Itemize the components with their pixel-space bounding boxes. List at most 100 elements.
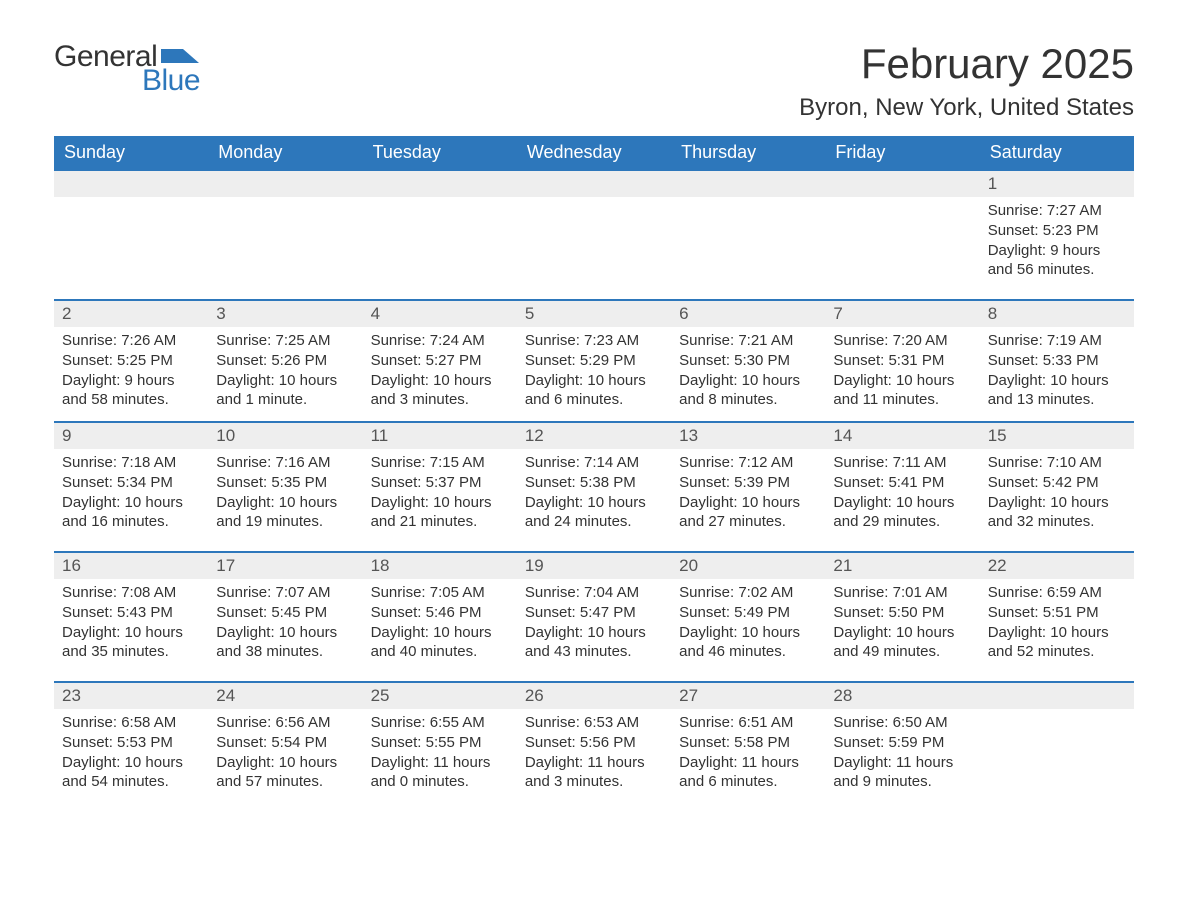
calendar-day-cell: 7Sunrise: 7:20 AMSunset: 5:31 PMDaylight… [825,301,979,421]
day-sunrise-text: Sunrise: 6:55 AM [371,713,509,733]
empty-day-bar [671,171,825,197]
day-details: Sunrise: 7:12 AMSunset: 5:39 PMDaylight:… [671,449,825,538]
day-sunset-text: Sunset: 5:49 PM [679,603,817,623]
day-sunset-text: Sunset: 5:53 PM [62,733,200,753]
calendar-day-cell: 1Sunrise: 7:27 AMSunset: 5:23 PMDaylight… [980,171,1134,299]
calendar-day-cell: 28Sunrise: 6:50 AMSunset: 5:59 PMDayligh… [825,683,979,811]
day-day1-text: Daylight: 10 hours [679,493,817,513]
day-details: Sunrise: 6:55 AMSunset: 5:55 PMDaylight:… [363,709,517,798]
day-day1-text: Daylight: 10 hours [525,493,663,513]
weekday-header: Tuesday [363,136,517,169]
day-sunset-text: Sunset: 5:38 PM [525,473,663,493]
day-number: 26 [517,683,671,709]
day-sunrise-text: Sunrise: 7:05 AM [371,583,509,603]
day-details: Sunrise: 7:04 AMSunset: 5:47 PMDaylight:… [517,579,671,668]
day-day1-text: Daylight: 10 hours [833,493,971,513]
day-day1-text: Daylight: 11 hours [679,753,817,773]
calendar-day-cell: 13Sunrise: 7:12 AMSunset: 5:39 PMDayligh… [671,423,825,551]
day-number: 24 [208,683,362,709]
day-sunrise-text: Sunrise: 7:19 AM [988,331,1126,351]
day-day1-text: Daylight: 10 hours [988,623,1126,643]
day-number: 4 [363,301,517,327]
logo: General Blue [54,40,200,98]
day-details: Sunrise: 7:11 AMSunset: 5:41 PMDaylight:… [825,449,979,538]
day-number: 11 [363,423,517,449]
day-number: 5 [517,301,671,327]
calendar-day-cell: 11Sunrise: 7:15 AMSunset: 5:37 PMDayligh… [363,423,517,551]
calendar-week: 1Sunrise: 7:27 AMSunset: 5:23 PMDaylight… [54,169,1134,299]
day-number: 12 [517,423,671,449]
day-sunrise-text: Sunrise: 7:23 AM [525,331,663,351]
day-number: 23 [54,683,208,709]
calendar-day-cell: 25Sunrise: 6:55 AMSunset: 5:55 PMDayligh… [363,683,517,811]
day-sunset-text: Sunset: 5:46 PM [371,603,509,623]
day-sunset-text: Sunset: 5:58 PM [679,733,817,753]
day-day1-text: Daylight: 10 hours [988,371,1126,391]
calendar-day-cell: 26Sunrise: 6:53 AMSunset: 5:56 PMDayligh… [517,683,671,811]
day-sunrise-text: Sunrise: 7:25 AM [216,331,354,351]
calendar-day-cell: 4Sunrise: 7:24 AMSunset: 5:27 PMDaylight… [363,301,517,421]
day-day2-text: and 3 minutes. [525,772,663,792]
weekday-header: Thursday [671,136,825,169]
calendar-day-cell [517,171,671,299]
day-number: 8 [980,301,1134,327]
calendar-week: 16Sunrise: 7:08 AMSunset: 5:43 PMDayligh… [54,551,1134,681]
day-day2-text: and 58 minutes. [62,390,200,410]
day-sunrise-text: Sunrise: 7:24 AM [371,331,509,351]
day-sunrise-text: Sunrise: 7:08 AM [62,583,200,603]
day-day2-text: and 27 minutes. [679,512,817,532]
day-number: 28 [825,683,979,709]
calendar-day-cell: 24Sunrise: 6:56 AMSunset: 5:54 PMDayligh… [208,683,362,811]
day-details: Sunrise: 7:08 AMSunset: 5:43 PMDaylight:… [54,579,208,668]
day-details: Sunrise: 7:14 AMSunset: 5:38 PMDaylight:… [517,449,671,538]
title-block: February 2025 Byron, New York, United St… [799,40,1134,122]
day-day1-text: Daylight: 10 hours [525,371,663,391]
day-day2-text: and 38 minutes. [216,642,354,662]
day-day2-text: and 1 minute. [216,390,354,410]
day-sunrise-text: Sunrise: 7:26 AM [62,331,200,351]
day-number: 7 [825,301,979,327]
calendar-day-cell: 23Sunrise: 6:58 AMSunset: 5:53 PMDayligh… [54,683,208,811]
day-day1-text: Daylight: 10 hours [216,493,354,513]
day-sunrise-text: Sunrise: 7:21 AM [679,331,817,351]
day-day1-text: Daylight: 11 hours [371,753,509,773]
day-sunrise-text: Sunrise: 7:14 AM [525,453,663,473]
day-sunrise-text: Sunrise: 7:12 AM [679,453,817,473]
day-day1-text: Daylight: 9 hours [988,241,1126,261]
day-sunrise-text: Sunrise: 7:20 AM [833,331,971,351]
empty-day-bar [825,171,979,197]
day-number: 19 [517,553,671,579]
calendar-week: 9Sunrise: 7:18 AMSunset: 5:34 PMDaylight… [54,421,1134,551]
top-bar: General Blue February 2025 Byron, New Yo… [54,40,1134,122]
day-number: 10 [208,423,362,449]
day-sunrise-text: Sunrise: 7:15 AM [371,453,509,473]
day-day1-text: Daylight: 10 hours [833,371,971,391]
day-day2-text: and 24 minutes. [525,512,663,532]
day-day2-text: and 32 minutes. [988,512,1126,532]
day-sunset-text: Sunset: 5:54 PM [216,733,354,753]
day-number: 3 [208,301,362,327]
day-sunset-text: Sunset: 5:41 PM [833,473,971,493]
calendar-day-cell: 10Sunrise: 7:16 AMSunset: 5:35 PMDayligh… [208,423,362,551]
calendar-day-cell: 20Sunrise: 7:02 AMSunset: 5:49 PMDayligh… [671,553,825,681]
day-day1-text: Daylight: 9 hours [62,371,200,391]
calendar-day-cell [825,171,979,299]
calendar-day-cell: 19Sunrise: 7:04 AMSunset: 5:47 PMDayligh… [517,553,671,681]
day-sunset-text: Sunset: 5:30 PM [679,351,817,371]
day-sunrise-text: Sunrise: 6:53 AM [525,713,663,733]
day-sunset-text: Sunset: 5:29 PM [525,351,663,371]
day-number: 6 [671,301,825,327]
day-sunset-text: Sunset: 5:43 PM [62,603,200,623]
day-day1-text: Daylight: 10 hours [216,371,354,391]
page-title: February 2025 [799,40,1134,88]
day-sunset-text: Sunset: 5:35 PM [216,473,354,493]
day-number: 2 [54,301,208,327]
calendar-day-cell: 2Sunrise: 7:26 AMSunset: 5:25 PMDaylight… [54,301,208,421]
day-number: 16 [54,553,208,579]
day-sunrise-text: Sunrise: 7:04 AM [525,583,663,603]
day-details: Sunrise: 7:27 AMSunset: 5:23 PMDaylight:… [980,197,1134,286]
day-sunset-text: Sunset: 5:26 PM [216,351,354,371]
day-details: Sunrise: 7:19 AMSunset: 5:33 PMDaylight:… [980,327,1134,416]
day-sunrise-text: Sunrise: 7:01 AM [833,583,971,603]
calendar-day-cell: 5 Sunrise: 7:23 AMSunset: 5:29 PMDaylight… [517,301,671,421]
